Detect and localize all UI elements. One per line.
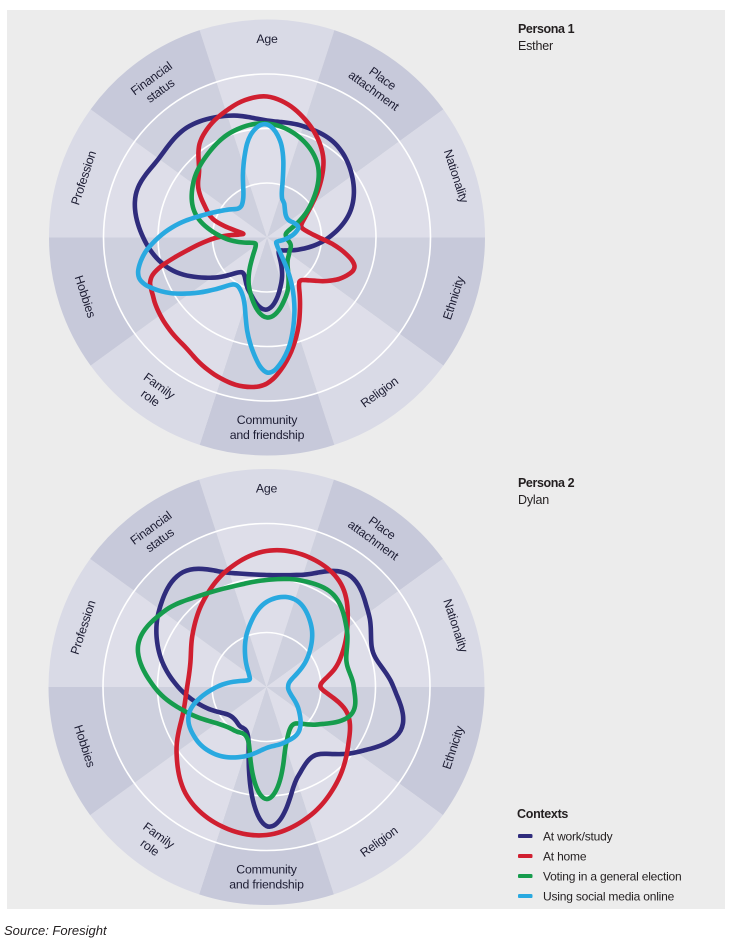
svg-text:Contexts: Contexts: [517, 807, 568, 821]
svg-text:Age: Age: [256, 32, 278, 46]
svg-text:Voting in a general election: Voting in a general election: [543, 870, 682, 884]
svg-text:Using social media online: Using social media online: [543, 890, 675, 904]
svg-text:Dylan: Dylan: [518, 493, 549, 507]
svg-text:Source: Foresight: Source: Foresight: [4, 923, 108, 938]
svg-text:Persona 2: Persona 2: [518, 476, 575, 490]
svg-text:At work/study: At work/study: [543, 830, 613, 844]
svg-text:Age: Age: [256, 481, 278, 495]
svg-text:Persona 1: Persona 1: [518, 22, 575, 36]
svg-text:Esther: Esther: [518, 39, 553, 53]
svg-text:At home: At home: [543, 850, 587, 864]
